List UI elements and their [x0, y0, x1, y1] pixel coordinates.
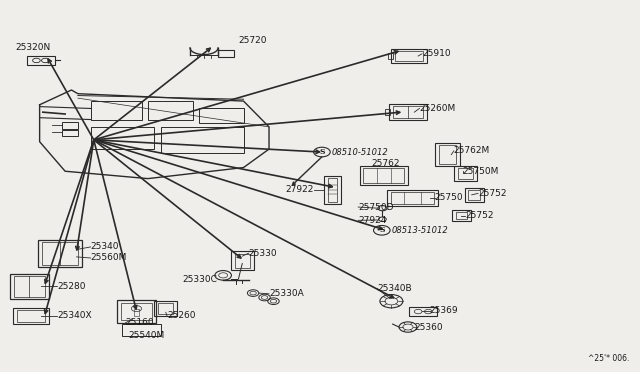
- Text: 27924: 27924: [358, 216, 387, 225]
- Text: 25762: 25762: [371, 158, 399, 168]
- Text: 25330: 25330: [248, 249, 277, 258]
- Text: 25752: 25752: [478, 189, 506, 198]
- Bar: [465, 188, 484, 202]
- Bar: [148, 101, 193, 119]
- Text: 25720: 25720: [239, 36, 267, 45]
- Text: 25160: 25160: [125, 318, 154, 327]
- Bar: [134, 309, 139, 316]
- Text: 25340X: 25340X: [58, 311, 92, 320]
- Text: 08510-51012: 08510-51012: [332, 148, 388, 157]
- Text: 25340: 25340: [91, 243, 119, 251]
- Bar: [154, 301, 177, 316]
- Text: 08513-51012: 08513-51012: [392, 226, 448, 235]
- Bar: [409, 307, 437, 316]
- Bar: [42, 242, 79, 265]
- Text: 25750M: 25750M: [463, 167, 499, 176]
- Bar: [161, 127, 244, 153]
- Text: S: S: [379, 226, 385, 234]
- Bar: [364, 168, 404, 183]
- Bar: [62, 129, 78, 136]
- Text: 25280: 25280: [58, 282, 86, 291]
- Bar: [324, 176, 341, 204]
- Bar: [121, 303, 152, 320]
- Bar: [231, 251, 253, 270]
- Bar: [27, 56, 55, 65]
- Bar: [10, 274, 49, 299]
- Bar: [389, 104, 427, 120]
- Bar: [468, 190, 480, 200]
- Bar: [218, 50, 234, 57]
- Bar: [360, 166, 408, 185]
- Text: 25369: 25369: [429, 306, 458, 315]
- Text: S: S: [319, 148, 324, 156]
- Bar: [395, 51, 423, 61]
- Text: ^25'* 006.: ^25'* 006.: [588, 354, 629, 363]
- Text: 25540M: 25540M: [129, 331, 165, 340]
- Text: 25340B: 25340B: [378, 284, 412, 293]
- Bar: [458, 168, 473, 179]
- Text: 25910: 25910: [422, 49, 451, 58]
- Bar: [13, 308, 49, 324]
- Text: 25762M: 25762M: [454, 147, 490, 155]
- Text: 25320N: 25320N: [15, 43, 51, 52]
- Text: 25260M: 25260M: [419, 104, 456, 113]
- Bar: [388, 53, 393, 59]
- Bar: [438, 145, 456, 164]
- Bar: [391, 192, 434, 204]
- Bar: [62, 122, 78, 129]
- Bar: [393, 106, 423, 118]
- Bar: [91, 127, 154, 149]
- Bar: [392, 49, 427, 63]
- Text: 25750: 25750: [435, 193, 463, 202]
- Bar: [385, 109, 390, 115]
- Text: 27922: 27922: [285, 185, 314, 194]
- Bar: [435, 143, 460, 166]
- Bar: [328, 178, 337, 202]
- Text: 25260: 25260: [167, 311, 196, 320]
- Text: 25560M: 25560M: [91, 253, 127, 263]
- Text: 25752: 25752: [465, 211, 494, 220]
- Bar: [14, 276, 45, 297]
- Bar: [456, 212, 467, 219]
- Bar: [454, 166, 477, 181]
- Bar: [158, 304, 173, 314]
- Bar: [122, 324, 161, 336]
- Text: 25360: 25360: [414, 323, 443, 331]
- Bar: [387, 190, 438, 206]
- Text: 25330A: 25330A: [269, 289, 304, 298]
- Bar: [452, 210, 471, 221]
- Bar: [17, 310, 45, 322]
- Bar: [117, 301, 156, 323]
- Text: 25750D: 25750D: [358, 202, 394, 212]
- Bar: [235, 254, 250, 267]
- Bar: [38, 240, 83, 267]
- Bar: [199, 109, 244, 123]
- Bar: [91, 101, 141, 119]
- Text: 25330C: 25330C: [182, 275, 217, 283]
